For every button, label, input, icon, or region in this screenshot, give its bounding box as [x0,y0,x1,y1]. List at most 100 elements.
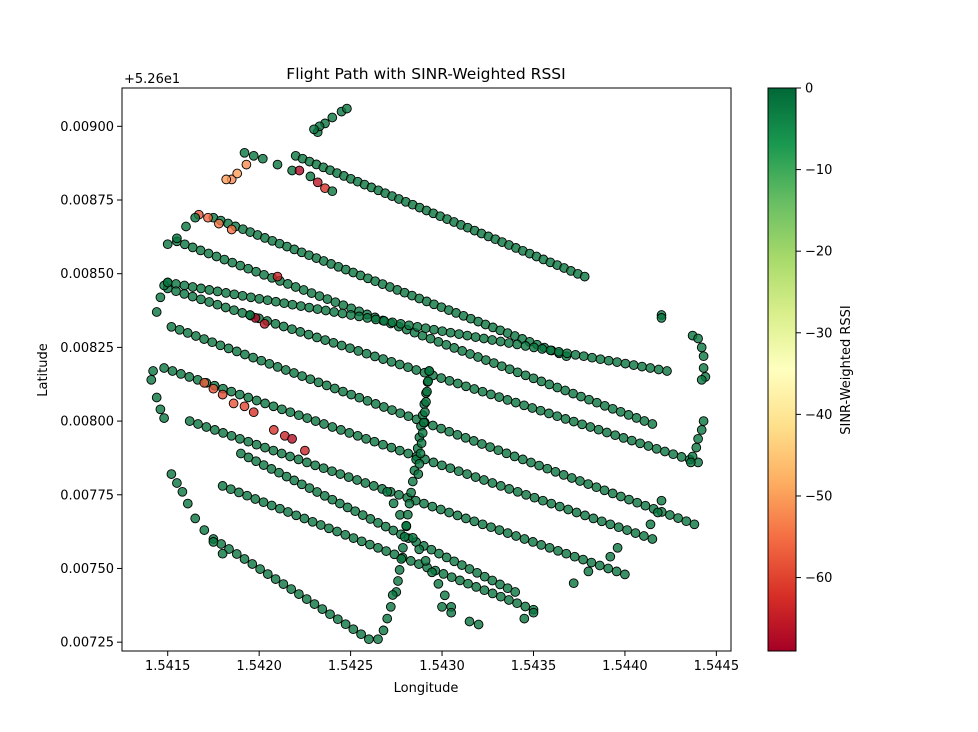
y-tick-label: 0.00850 [60,267,114,282]
scatter-point-637 [698,351,709,362]
scatter-point-420 [327,466,337,477]
scatter-point-562 [439,590,450,601]
scatter-point-522 [455,575,465,586]
scatter-point-239 [370,351,380,362]
scatter-point-275 [668,449,679,460]
scatter-point-588 [421,397,431,407]
scatter-point-167 [279,298,290,309]
scatter-point-646 [685,457,696,468]
scatter-point-670 [199,525,210,535]
scatter-point-456 [236,448,246,459]
scatter-point-673 [148,366,158,376]
scatter-point-419 [318,463,329,474]
scatter-point-446 [544,542,555,553]
scatter-point-360 [293,410,304,421]
scatter-point-182 [404,320,414,331]
colorbar-ticks: 0 −10 −20 −30 −40 −50 −60 [796,82,832,586]
y-tick-label: 0.00875 [60,194,114,209]
scatter-point-651 [605,551,616,562]
scatter-point-257 [519,400,529,411]
scatter-point-669 [190,513,201,524]
scatter-point-674 [146,374,157,385]
scatter-point-131 [481,355,491,365]
scatter-point-499 [266,500,277,511]
x-axis-label: Longitude [394,681,459,696]
scatter-point-625 [228,398,239,409]
scatter-point-200 [553,346,564,357]
scatter-point-505 [315,520,326,530]
scatter-point-457 [243,452,254,463]
scatter-point-421 [335,469,346,479]
scatter-point-300 [338,386,348,397]
scatter-points [146,103,711,645]
scatter-point-568 [398,542,408,553]
scatter-point-432 [427,501,438,512]
scatter-point-294 [289,368,299,378]
scatter-point-628 [268,425,279,435]
scatter-point-552 [364,634,374,645]
scatter-point-507 [332,526,342,537]
scatter-point-410 [243,436,254,447]
scatter-point-347 [184,372,195,382]
scatter-point-662 [382,613,393,624]
scatter-point-384 [495,481,506,491]
scatter-point-337 [640,500,651,511]
scatter-point-229 [287,324,297,335]
scatter-point-174 [337,308,348,319]
scatter-point-611 [203,212,213,223]
scatter-point-191 [479,333,489,344]
chart-title: Flight Path with SINR-Weighted RSSI [286,65,565,83]
scatter-point-653 [568,578,579,589]
scatter-point-523 [463,578,473,589]
scatter-point-381 [470,472,481,482]
scatter-point-203 [578,351,589,362]
scatter-point-465 [304,483,315,493]
y-tick-label: 0.00800 [60,415,114,430]
scatter-point-418 [310,460,321,471]
scatter-point-341 [673,513,683,523]
scatter-point-546 [317,604,328,614]
scatter-point-654 [528,607,539,618]
scatter-point-494 [225,484,236,495]
scatter-point-220 [212,299,223,310]
scatter-point-159 [212,286,223,297]
scatter-point-251 [469,384,480,394]
scatter-point-506 [324,523,334,534]
scatter-point-258 [527,403,538,413]
scatter-point-571 [402,509,413,520]
scatter-point-327 [558,470,569,480]
scatter-point-602 [305,171,316,182]
plot-area [121,87,732,652]
scatter-point-266 [593,424,604,435]
scatter-point-439 [486,522,496,533]
scatter-point-274 [660,446,670,457]
scatter-point-567 [396,554,407,564]
y-tick-label: 0.00725 [60,636,114,651]
scatter-point-441 [502,528,513,538]
scatter-point-401 [639,531,649,541]
scatter-point-357 [268,401,279,412]
scatter-point-230 [295,327,306,337]
scatter-point-250 [461,381,471,392]
scatter-point-413 [268,445,279,456]
scatter-point-283 [199,334,209,344]
scatter-point-301 [346,389,357,400]
scatter-point-295 [297,371,307,381]
scatter-point-512 [373,542,383,553]
scatter-point-358 [277,404,287,415]
scatter-point-147 [607,403,618,414]
scatter-point-559 [420,555,431,566]
scatter-point-249 [452,378,463,389]
scatter-point-297 [313,377,324,388]
scatter-point-671 [208,537,219,547]
scatter-point-228 [278,321,289,332]
scatter-point-379 [453,466,464,477]
scatter-point-231 [303,329,314,340]
scatter-point-434 [444,507,454,518]
scatter-point-615 [181,221,191,232]
scatter-point-135 [512,367,523,378]
scatter-point-287 [231,346,242,357]
scatter-point-412 [260,442,270,453]
scatter-point-328 [566,473,577,483]
